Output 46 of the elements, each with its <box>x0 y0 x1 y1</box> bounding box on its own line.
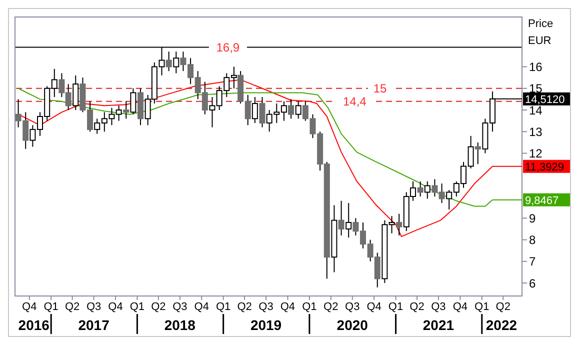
ref-line-label: 15 <box>373 81 388 96</box>
x-tick-label: Q3 <box>258 300 274 313</box>
y-tick-label: 14 <box>529 103 543 118</box>
x-tick-label: Q4 <box>194 300 209 313</box>
x-tick-label: Q4 <box>108 300 123 313</box>
data-label: 11,3929 <box>525 161 564 174</box>
y-tick-label: 13 <box>529 124 543 139</box>
y-tick-label: 15 <box>529 82 543 96</box>
x2-tick-label: 2019 <box>250 317 282 333</box>
y-tick-label: 16 <box>529 60 543 74</box>
x-tick-label: Q3 <box>86 300 102 313</box>
y-axis-title: Price EUR <box>528 18 554 47</box>
x-tick-label: Q2 <box>64 300 80 313</box>
x-tick-label: Q3 <box>431 300 446 313</box>
x2-tick-label: 2018 <box>164 317 196 333</box>
x-tick-label: Q1 <box>216 300 231 313</box>
x-tick-label: Q1 <box>302 300 317 313</box>
ref-line-label: 14,4 <box>343 94 367 108</box>
ref-line-label: 16,9 <box>216 40 240 54</box>
x-tick-label: Q1 <box>388 300 404 313</box>
x-tick-label: Q4 <box>366 300 382 313</box>
data-label: 9,8467 <box>525 194 559 207</box>
x-tick-label: Q2 <box>151 300 166 313</box>
x-tick-label: Q2 <box>410 300 424 313</box>
annotation: 14,5120 <box>525 94 565 106</box>
x-tick-label: Q4 <box>22 300 37 313</box>
x-tick-label: Q2 <box>324 300 338 313</box>
y-tick-label: 6 <box>529 276 536 290</box>
x-tick-label: Q2 <box>496 300 510 313</box>
y-tick-label: 7 <box>529 254 536 269</box>
x2-tick-label: 2021 <box>422 317 454 333</box>
y-tick-label: 8 <box>529 233 536 248</box>
x2-tick-label: 2017 <box>78 317 110 333</box>
x2-tick-label: 2020 <box>336 317 368 333</box>
x-tick-label: Q1 <box>44 300 58 313</box>
y-tick-label: 12 <box>529 146 543 161</box>
x2-tick-label: 2022 <box>486 317 518 333</box>
x-tick-label: Q1 <box>130 300 145 313</box>
x-tick-label: Q1 <box>474 300 490 313</box>
x-tick-label: Q3 <box>172 300 188 313</box>
x-tick-label: Q3 <box>345 300 360 313</box>
x2-tick-label: 2016 <box>18 317 50 333</box>
y-tick-label: 9 <box>529 211 536 226</box>
x-tick-label: Q4 <box>280 300 296 313</box>
x-tick-label: Q4 <box>452 300 468 313</box>
x-tick-label: Q2 <box>237 300 252 313</box>
